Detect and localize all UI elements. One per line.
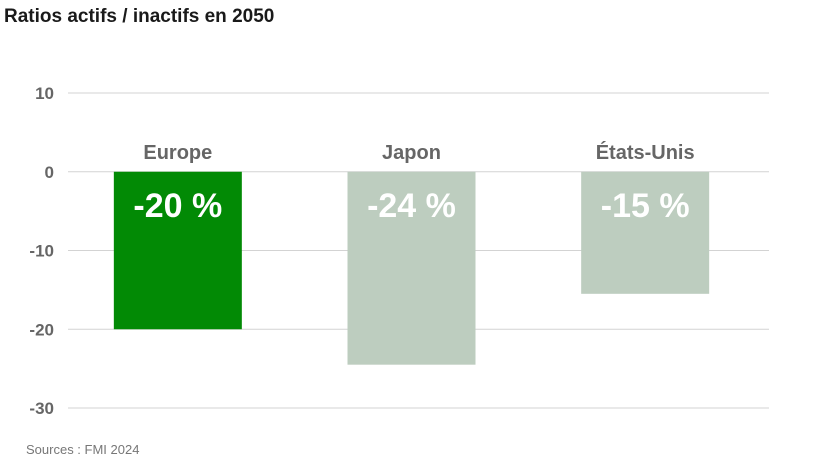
category-label: Europe <box>143 142 212 164</box>
data-label: -15 % <box>601 187 690 225</box>
chart-title: Ratios actifs / inactifs en 2050 <box>4 6 275 27</box>
category-labels: Europe Japon États-Unis <box>143 141 694 164</box>
category-label: Japon <box>382 142 441 164</box>
y-tick-label: 10 <box>35 84 54 103</box>
bar-japon <box>347 171 476 365</box>
y-tick-label: -30 <box>29 399 54 418</box>
bars <box>113 171 710 365</box>
y-tick-label: 0 <box>45 163 54 182</box>
y-tick-label: -10 <box>29 242 54 261</box>
data-labels: -20 % -24 % -15 % <box>133 187 689 225</box>
y-axis: 10 0 -10 -20 -30 <box>29 84 54 418</box>
data-label: -20 % <box>133 187 222 225</box>
bar-europe <box>113 171 242 330</box>
data-label: -24 % <box>367 187 456 225</box>
bar--tats-unis <box>581 171 710 294</box>
category-label: États-Unis <box>596 141 695 164</box>
source-note: Sources : FMI 2024 <box>26 442 140 457</box>
y-tick-label: -20 <box>29 320 54 339</box>
